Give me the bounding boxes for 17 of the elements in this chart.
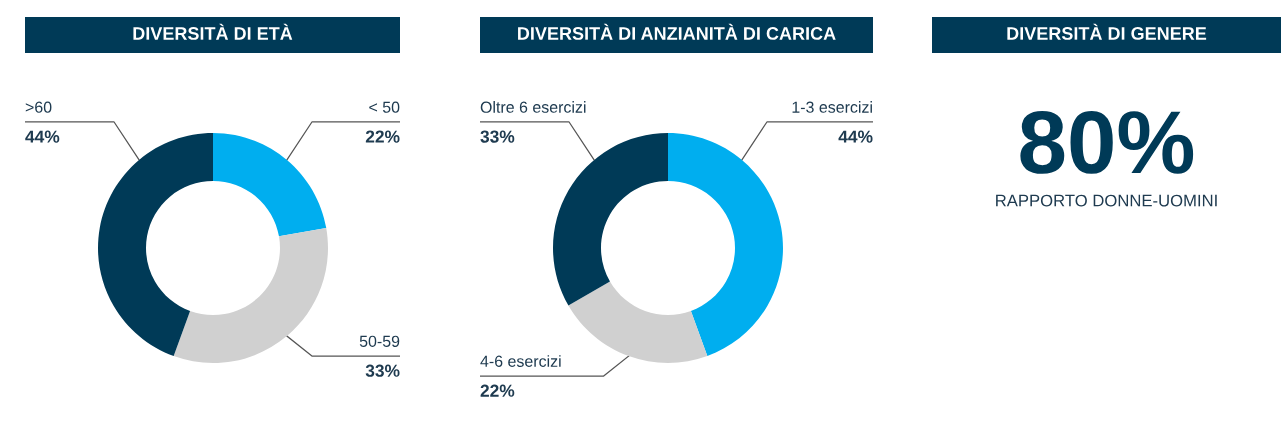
text: RAPPORTO DONNE-UOMINI	[996, 194, 1217, 207]
slice-label: 1-3 esercizi	[792, 101, 872, 113]
chart-title: DIVERSITÀ DI ETÀ	[133, 23, 293, 40]
slice-label: >60	[25, 101, 52, 113]
data-label: 22%	[480, 384, 515, 397]
text: 80%	[1020, 110, 1194, 174]
slice-label: 4-6 esercizi	[480, 355, 561, 367]
text: DIVERSITÀ DI GENERE	[1007, 23, 1207, 40]
chart-title: DIVERSITÀ DI ANZIANITÀ DI CARICA	[518, 23, 836, 40]
slice-label: Oltre 6 esercizi	[480, 101, 586, 113]
data-label: 44%	[838, 130, 873, 143]
data-label: 22%	[365, 130, 400, 143]
slice-label: 50-59	[359, 335, 400, 347]
data-label: 33%	[365, 364, 400, 377]
data-label: 33%	[480, 130, 515, 143]
slice-label: < 50	[369, 101, 400, 113]
data-label: 44%	[25, 130, 60, 143]
